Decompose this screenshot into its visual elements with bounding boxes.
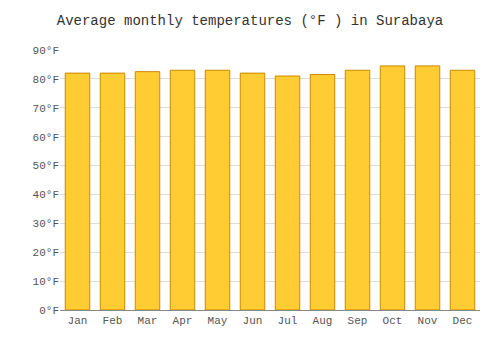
svg-text:Jan: Jan [68, 315, 88, 327]
svg-text:Nov: Nov [418, 315, 438, 327]
svg-text:70°F: 70°F [33, 103, 59, 115]
svg-text:40°F: 40°F [33, 189, 59, 201]
svg-text:May: May [208, 315, 228, 327]
svg-text:20°F: 20°F [33, 247, 59, 259]
svg-text:Oct: Oct [383, 315, 403, 327]
svg-text:Jul: Jul [278, 315, 298, 327]
svg-text:50°F: 50°F [33, 160, 59, 172]
svg-text:30°F: 30°F [33, 218, 59, 230]
svg-text:Mar: Mar [138, 315, 158, 327]
svg-text:60°F: 60°F [33, 132, 59, 144]
svg-text:Dec: Dec [453, 315, 473, 327]
svg-text:Apr: Apr [173, 315, 193, 327]
svg-text:Average monthly temperatures (: Average monthly temperatures (°F ) in Su… [57, 13, 443, 29]
svg-text:90°F: 90°F [33, 45, 59, 57]
svg-text:0°F: 0°F [39, 305, 59, 317]
svg-text:Jun: Jun [243, 315, 263, 327]
svg-text:Sep: Sep [348, 315, 368, 327]
svg-text:Aug: Aug [313, 315, 333, 327]
svg-text:80°F: 80°F [33, 74, 59, 86]
svg-text:10°F: 10°F [33, 276, 59, 288]
svg-text:Feb: Feb [103, 315, 123, 327]
